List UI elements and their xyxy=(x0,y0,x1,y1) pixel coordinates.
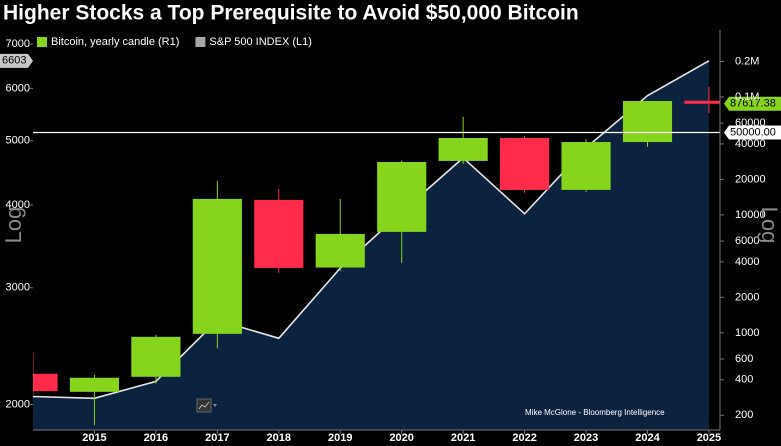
x-tick-label: 2022 xyxy=(512,432,536,444)
candle-body xyxy=(377,162,427,232)
y2-tick-label: 400 xyxy=(735,374,753,386)
candle-body xyxy=(254,199,304,268)
y2-tick-label: 200 xyxy=(735,409,753,421)
y2-tick-label: 1000 xyxy=(735,327,759,339)
x-tick-label: 2020 xyxy=(389,432,413,444)
candle-body xyxy=(69,377,120,392)
y2-axis-label: Log xyxy=(757,207,781,244)
legend-swatch xyxy=(195,37,206,47)
y-tick-label: 3000 xyxy=(6,282,30,294)
legend-swatch xyxy=(37,37,47,47)
y2-tick-label: 10000 xyxy=(735,209,766,221)
x-tick-label: 2025 xyxy=(697,432,721,444)
credit: Mike McGlone - Bloomberg Intelligence xyxy=(525,408,665,417)
candle-body xyxy=(622,100,673,143)
y2-tick-label: 4000 xyxy=(735,256,759,268)
candle-body xyxy=(131,336,181,377)
y2-tick-label: 20000 xyxy=(735,173,766,185)
x-tick-label: 2021 xyxy=(451,432,475,444)
x-tick-label: 2018 xyxy=(267,432,291,444)
candle-body xyxy=(438,138,488,161)
y2-tick-label: 60000 xyxy=(735,117,766,129)
icon-box xyxy=(196,398,212,413)
y2-tick-label: 600 xyxy=(735,353,753,365)
y-tick-label: 2000 xyxy=(6,398,30,410)
legend-label: Bitcoin, yearly candle (R1) xyxy=(51,36,179,48)
overlay: 6603 87617.38 50000.00 Bitcoin, yearly cand… xyxy=(0,36,781,140)
x-tick-label: 2017 xyxy=(205,432,229,444)
last-value-label: 6603 xyxy=(2,55,26,67)
x-tick-label: 2024 xyxy=(635,432,660,444)
last-price-tag xyxy=(724,96,781,111)
icon-caret xyxy=(213,404,217,407)
reference-label: 50000.00 xyxy=(730,126,776,138)
legend-label: S&P 500 INDEX (L1) xyxy=(209,36,312,48)
y-axis-label: Log xyxy=(1,207,26,244)
candle-body xyxy=(192,198,242,334)
area-line xyxy=(33,60,710,400)
x-tick-label: 2019 xyxy=(328,432,352,444)
last-value-tag xyxy=(0,53,33,68)
last-price-label: 87617.38 xyxy=(730,98,776,110)
x-tick-label: 2016 xyxy=(144,432,168,444)
chart-icon xyxy=(196,398,217,413)
chart-title: Higher Stocks a Top Prerequisite to Avoi… xyxy=(3,2,579,25)
y2-tick-label: 0.2M xyxy=(735,55,759,67)
candle-body xyxy=(561,142,611,190)
candle-body xyxy=(33,373,58,392)
y-tick-label: 7000 xyxy=(6,38,30,50)
plot-area xyxy=(33,60,720,430)
candle-body xyxy=(500,138,550,190)
icon-line xyxy=(198,401,210,410)
y2-tick-label: 0.1M xyxy=(735,91,759,103)
y-tick-label: 4000 xyxy=(6,199,30,211)
y-tick-label: 6000 xyxy=(6,82,30,94)
x-tick-label: 2015 xyxy=(82,432,106,444)
y2-tick-label: 2000 xyxy=(735,291,759,303)
reference-tag xyxy=(724,125,781,140)
y2-tick-label: 40000 xyxy=(735,138,766,150)
area-fill xyxy=(33,60,709,430)
x-tick-label: 2023 xyxy=(574,432,598,444)
candle-body xyxy=(684,100,720,104)
y2-tick-label: 6000 xyxy=(735,235,759,247)
y-tick-label: 5000 xyxy=(6,135,30,147)
candle-body xyxy=(315,233,365,268)
